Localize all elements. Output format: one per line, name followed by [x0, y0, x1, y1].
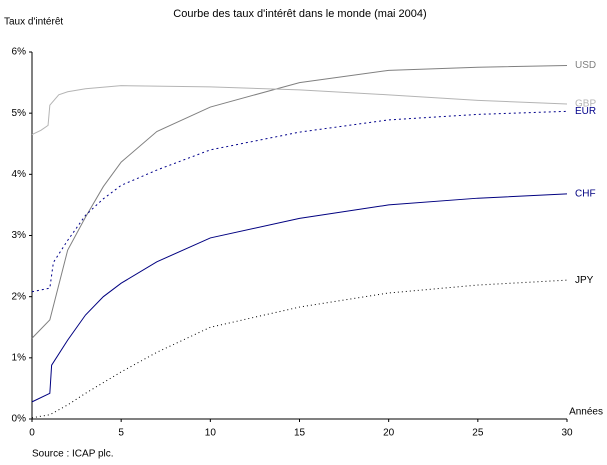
y-tick-label: 5% — [12, 108, 27, 119]
x-tick-label: 20 — [383, 428, 395, 439]
y-axis-label: Taux d'intérêt — [4, 17, 63, 28]
x-tick-label: 0 — [29, 428, 35, 439]
series-label: CHF — [575, 189, 596, 200]
series-line — [31, 279, 568, 419]
x-tick-label: 30 — [561, 428, 573, 439]
source: Source : ICAP plc. — [32, 449, 114, 460]
x-tick-label: 10 — [205, 428, 217, 439]
series-label: EUR — [575, 106, 596, 117]
y-tick-label: 0% — [12, 414, 27, 425]
chart-title: Courbe des taux d'intérêt dans le monde … — [173, 8, 426, 20]
series-line — [31, 193, 568, 403]
y-tick-label: 1% — [12, 352, 27, 363]
series-label: GBP — [575, 99, 596, 110]
y-tick-label: 3% — [12, 230, 27, 241]
series-line — [31, 85, 568, 136]
series-label: USD — [575, 60, 596, 71]
x-axis-label: Années — [569, 407, 603, 418]
y-tick-label: 2% — [12, 291, 27, 302]
series-label: JPY — [575, 275, 594, 286]
series-line — [31, 110, 568, 293]
x-tick-label: 15 — [294, 428, 306, 439]
y-tick-label: 4% — [12, 169, 27, 180]
x-tick-label: 25 — [472, 428, 484, 439]
x-tick-label: 5 — [118, 428, 124, 439]
y-tick-label: 6% — [12, 47, 27, 58]
series-line — [31, 64, 568, 339]
